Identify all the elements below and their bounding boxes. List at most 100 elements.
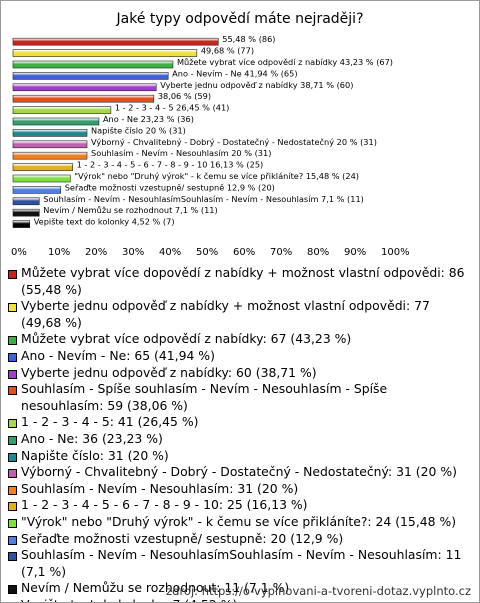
legend-swatch	[8, 452, 17, 462]
legend-item: "Výrok" nebo "Druhý výrok" - k čemu se v…	[7, 514, 471, 531]
legend-item: Napište číslo: 31 (20 %)	[7, 448, 471, 465]
x-tick-label: 20%	[85, 247, 107, 258]
legend-swatch	[8, 552, 17, 562]
bar-label: 49,68 % (77)	[201, 46, 254, 56]
legend-label: Nevím / Nemůžu se rozhodnout: 11 (7,1 %)	[21, 580, 290, 596]
bar	[12, 106, 112, 114]
legend-swatch	[8, 535, 17, 545]
legend-label: Můžete vybrat více dopovědí z nabídky + …	[21, 265, 465, 297]
bar	[12, 208, 40, 217]
x-tick-label: 90%	[344, 247, 366, 258]
x-tick-label: 0%	[11, 247, 27, 258]
legend-item: Souhlasím - Nevím - NesouhlasímSouhlasím…	[7, 547, 471, 580]
bar	[12, 140, 88, 149]
legend-item: 1 - 2 - 3 - 4 - 5 - 6 - 7 - 8 - 9 - 10: …	[7, 497, 471, 514]
x-tick-label: 30%	[122, 247, 144, 258]
x-tick-label: 10%	[48, 247, 70, 258]
legend-item: Můžete vybrat více dopovědí z nabídky + …	[7, 265, 471, 298]
bar-label: 38,06 % (59)	[158, 91, 211, 101]
x-tick-label: 70%	[270, 247, 292, 258]
x-tick-label: 40%	[159, 247, 181, 258]
chart-title: Jaké typy odpovědí máte nejraději?	[116, 11, 364, 27]
bar	[12, 49, 198, 57]
legend-item: Seřaďte možnosti vzestupně/ sestupně: 20…	[7, 531, 471, 548]
legend-label: Souhlasím - Spíše souhlasím - Nevím - Ne…	[21, 381, 388, 413]
bar-label: Můžete vybrat více odpovědí z nabídky 43…	[177, 57, 393, 67]
legend-item: Vyberte jednu odpověď z nabídky + možnos…	[7, 298, 471, 331]
bar	[12, 151, 88, 160]
bar-label: 55,48 % (86)	[222, 34, 275, 44]
legend-label: Vyberte jednu odpověď z nabídky + možnos…	[21, 298, 430, 330]
legend-swatch	[8, 336, 17, 346]
bar	[12, 163, 73, 171]
bar	[12, 117, 100, 126]
chart: Jaké typy odpovědí máte nejraději? 0% 10%…	[11, 11, 410, 258]
bar-label: Vyberte jednu odpověď z nabídky 38,71 % …	[160, 80, 353, 90]
legend-item: Vepište text do kolonky: 7 (4,52 %)	[7, 597, 471, 602]
bar-label: Ano - Nevím - Ne 41,94 % (65)	[172, 68, 297, 78]
bar-label: 1 - 2 - 3 - 4 - 5 - 6 - 7 - 8 - 9 - 10 1…	[77, 160, 264, 170]
bar	[12, 197, 40, 206]
legend-item: 1 - 2 - 3 - 4 - 5: 41 (26,45 %)	[7, 414, 471, 431]
legend-swatch	[8, 601, 17, 602]
legend-item: Nevím / Nemůžu se rozhodnout: 11 (7,1 %)	[7, 580, 471, 597]
bar-label: Nevím / Nemůžu se rozhodnout 7,1 % (11)	[43, 205, 217, 215]
legend-label: Seřaďte možnosti vzestupně/ sestupně: 20…	[21, 530, 344, 546]
legend-swatch	[8, 303, 17, 313]
legend-item: Výborný - Chvalitebný - Dobrý - Dostateč…	[7, 464, 471, 481]
legend-item: Souhlasím - Nevím - Nesouhlasím: 31 (20 …	[7, 481, 471, 498]
bar	[12, 186, 62, 194]
bar	[12, 72, 169, 80]
legend-label: 1 - 2 - 3 - 4 - 5 - 6 - 7 - 8 - 9 - 10: …	[21, 497, 308, 513]
legend-label: Vyberte jednu odpověď z nabídky: 60 (38,…	[21, 364, 317, 380]
bar-label: "Výrok" nebo "Druhý výrok" - k čemu se v…	[74, 171, 359, 181]
bar-label: Napište číslo 20 % (31)	[91, 125, 186, 135]
legend-item: Ano - Nevím - Ne: 65 (41,94 %)	[7, 348, 471, 365]
legend-label: Výborný - Chvalitebný - Dobrý - Dostateč…	[21, 464, 457, 480]
legend-label: "Výrok" nebo "Druhý výrok" - k čemu se v…	[21, 513, 457, 529]
bar	[12, 37, 219, 46]
x-tick-label: 50%	[196, 247, 218, 258]
legend-item: Souhlasím - Spíše souhlasím - Nevím - Ne…	[7, 381, 471, 414]
bar-label: Vepište text do kolonky 4,52 % (7)	[34, 217, 175, 227]
bar	[12, 94, 155, 103]
legend-item: Ano - Ne: 36 (23,23 %)	[7, 431, 471, 448]
bar-label: 1 - 2 - 3 - 4 - 5 26,45 % (41)	[115, 103, 230, 113]
legend-item: Můžete vybrat více odpovědí z nabídky: 6…	[7, 331, 471, 348]
bar-label: Výborný - Chvalitebný - Dobrý - Dostateč…	[91, 137, 377, 147]
legend-label: Můžete vybrat více odpovědí z nabídky: 6…	[21, 331, 352, 347]
legend-swatch	[8, 585, 17, 595]
legend-swatch	[8, 386, 17, 396]
legend-label: Napište číslo: 31 (20 %)	[21, 447, 169, 463]
x-tick-label: 80%	[307, 247, 329, 258]
legend-swatch	[8, 270, 17, 279]
legend-label: Souhlasím - Nevím - Nesouhlasím: 31 (20 …	[21, 480, 299, 496]
legend-swatch	[8, 352, 17, 362]
bar-label: Seřaďte možnosti vzestupně/ sestupně 12,…	[65, 182, 275, 192]
legend-item: Vyberte jednu odpověď z nabídky: 60 (38,…	[7, 365, 471, 382]
legend-swatch	[8, 369, 17, 379]
legend-label: Vepište text do kolonky: 7 (4,52 %)	[21, 597, 237, 602]
x-tick-label: 100%	[381, 247, 410, 258]
legend-label: Ano - Ne: 36 (23,23 %)	[21, 430, 163, 446]
legend: Můžete vybrat více dopovědí z nabídky + …	[7, 265, 471, 602]
bar-label: Souhlasím - Nevím - NesouhlasímSouhlasím…	[43, 194, 364, 204]
bar	[12, 174, 71, 183]
legend-swatch	[8, 469, 17, 479]
x-tick-label: 60%	[233, 247, 255, 258]
legend-label: 1 - 2 - 3 - 4 - 5: 41 (26,45 %)	[21, 414, 199, 430]
legend-label: Ano - Nevím - Ne: 65 (41,94 %)	[21, 347, 215, 363]
legend-swatch	[8, 435, 17, 445]
legend-swatch	[8, 485, 17, 495]
legend-swatch	[8, 502, 17, 512]
legend-label: Souhlasím - Nevím - NesouhlasímSouhlasím…	[21, 547, 462, 579]
bar	[12, 220, 31, 228]
source: zdroj: https://o-vyplnovani-a-tvoreni-do…	[166, 584, 471, 598]
bar	[12, 129, 88, 137]
bar-label: Ano - Ne 23,23 % (36)	[103, 114, 194, 124]
bar	[12, 83, 157, 92]
legend-swatch	[8, 518, 17, 528]
legend-swatch	[8, 419, 17, 429]
bar-label: Souhlasím - Nevím - Nesouhlasím 20 % (31…	[91, 148, 271, 158]
